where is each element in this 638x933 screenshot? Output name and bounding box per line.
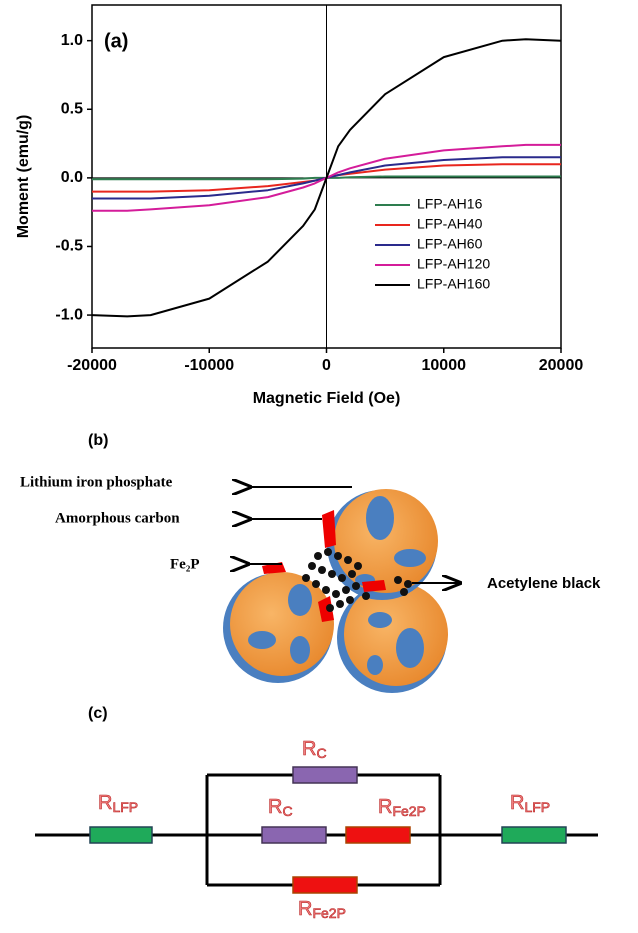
panel-label: (a) bbox=[104, 30, 128, 52]
x-tick-label: -10000 bbox=[184, 357, 234, 374]
resistor-label: RC bbox=[268, 796, 293, 818]
panel-label: (c) bbox=[88, 705, 108, 722]
panel-label: (b) bbox=[88, 432, 108, 449]
x-tick-label: 0 bbox=[322, 357, 331, 374]
x-tick-label: 10000 bbox=[422, 357, 467, 374]
label: Amorphous carbon bbox=[55, 510, 180, 526]
resistor-label: RLFP bbox=[98, 792, 138, 814]
x-tick-label: 20000 bbox=[539, 357, 584, 374]
y-tick-label: 1.0 bbox=[61, 32, 83, 49]
x-axis-label: Magnetic Field (Oe) bbox=[253, 390, 401, 407]
chart: -1.0 -0.5 0.0 0.5 1.0 -20000 -10000 0 10000 20000… bbox=[15, 5, 583, 407]
legend-label: LFP-AH60 bbox=[417, 236, 483, 252]
legend-label: LFP-AH160 bbox=[417, 276, 490, 292]
y-tick-label: 0.0 bbox=[61, 169, 83, 186]
figure: -1.0 -0.5 0.0 0.5 1.0 -20000 -10000 0 10000 20000… bbox=[0, 0, 638, 928]
x-tick-label: -20000 bbox=[67, 357, 117, 374]
y-tick-label: -0.5 bbox=[55, 238, 83, 255]
resistor-label: RFe2P bbox=[378, 796, 426, 818]
label: Lithium iron phosphate bbox=[20, 474, 173, 490]
legend-label: LFP-AH120 bbox=[417, 256, 490, 272]
y-tick-label: 0.5 bbox=[61, 100, 83, 117]
y-tick-label: -1.0 bbox=[55, 306, 83, 323]
label: Acetylene black bbox=[487, 575, 601, 592]
legend-label: LFP-AH16 bbox=[417, 196, 483, 212]
legend-label: LFP-AH40 bbox=[417, 216, 483, 232]
resistor-label: RC bbox=[302, 738, 327, 760]
y-axis-label: Moment (emu/g) bbox=[15, 115, 32, 239]
resistors bbox=[90, 767, 566, 893]
resistor-label: RFe2P bbox=[298, 898, 346, 920]
resistor-label: RLFP bbox=[510, 792, 550, 814]
label: Fe₂P bbox=[170, 556, 199, 572]
